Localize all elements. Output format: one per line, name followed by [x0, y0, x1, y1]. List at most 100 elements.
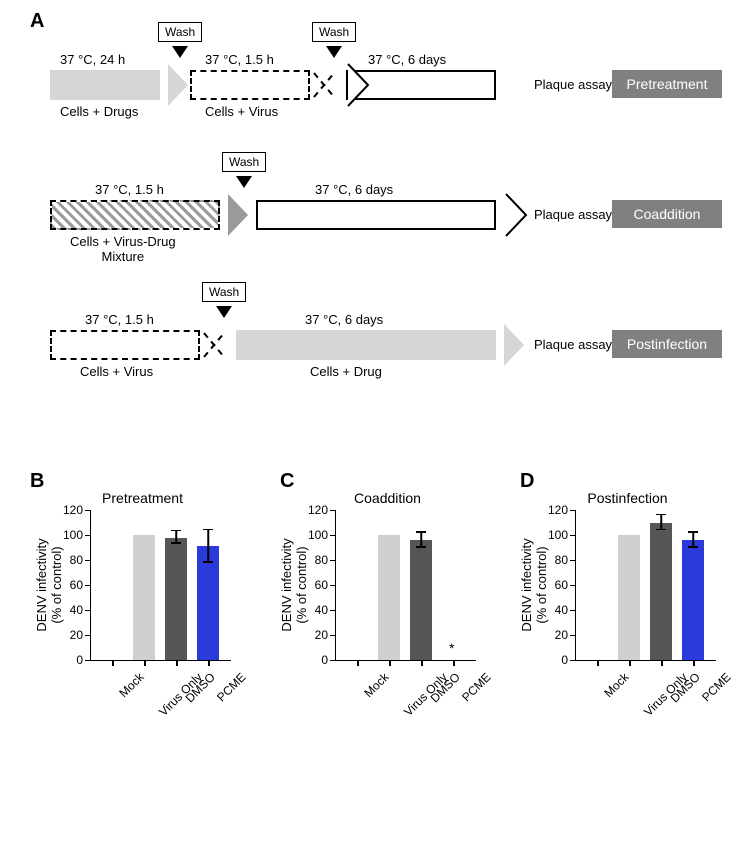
- ytick-label: 100: [308, 528, 328, 542]
- arrow-post-seg1: [50, 330, 210, 360]
- ytick-label: 0: [76, 653, 83, 667]
- wash-box-2: Wash: [312, 22, 356, 42]
- ytick: [330, 635, 336, 636]
- ytick: [330, 510, 336, 511]
- ytick: [330, 660, 336, 661]
- label-pre-seg2-below: Cells + Virus: [205, 104, 278, 119]
- label-pre-seg3-above: 37 °C, 6 days: [368, 52, 446, 67]
- ytick: [85, 510, 91, 511]
- xtick: [389, 660, 391, 666]
- arrow-pre-seg3: [346, 70, 506, 100]
- xtick: [693, 660, 695, 666]
- ytick: [85, 560, 91, 561]
- ytick-label: 40: [70, 603, 83, 617]
- ytick-label: 0: [321, 653, 328, 667]
- ytick: [570, 560, 576, 561]
- flow-row-coaddition: 37 °C, 1.5 h Cells + Virus-Drug Mixture …: [50, 170, 710, 270]
- error-cap: [416, 546, 426, 548]
- ytick-label: 120: [63, 503, 83, 517]
- chart-ylabel: DENV infectivity (% of control): [279, 538, 309, 631]
- ytick-label: 40: [315, 603, 328, 617]
- error-cap: [688, 546, 698, 548]
- ytick: [570, 535, 576, 536]
- xtick: [597, 660, 599, 666]
- chart-axes: 020406080100120DENV infectivity (% of co…: [335, 510, 476, 661]
- ytick: [330, 560, 336, 561]
- error-cap: [171, 542, 181, 544]
- ytick: [85, 610, 91, 611]
- ytick: [330, 535, 336, 536]
- xtick-label: PCME: [699, 670, 733, 704]
- xtick: [144, 660, 146, 666]
- bar-dmso: [165, 538, 187, 661]
- panel-label-a: A: [30, 10, 44, 33]
- significance-marker: *: [449, 640, 454, 656]
- bar-virus-only: [378, 535, 400, 660]
- wash-marker-1: [172, 46, 188, 58]
- label-post-seg2-below: Cells + Drug: [310, 364, 382, 379]
- xtick: [661, 660, 663, 666]
- chart-ylabel: DENV infectivity (% of control): [519, 538, 549, 631]
- ytick: [570, 585, 576, 586]
- label-post-seg1-above: 37 °C, 1.5 h: [85, 312, 154, 327]
- ytick-label: 60: [315, 578, 328, 592]
- ytick: [330, 610, 336, 611]
- ytick-label: 0: [561, 653, 568, 667]
- ytick-label: 80: [70, 553, 83, 567]
- ytick: [570, 510, 576, 511]
- xtick-label: PCME: [459, 670, 493, 704]
- label-post-seg2-above: 37 °C, 6 days: [305, 312, 383, 327]
- chart-pretreatment: Pretreatment020406080100120DENV infectiv…: [40, 490, 245, 790]
- bar-virus-only: [133, 535, 155, 660]
- chart-coaddition: Coaddition020406080100120DENV infectivit…: [285, 490, 490, 790]
- ytick-label: 80: [555, 553, 568, 567]
- bar-dmso: [410, 540, 432, 660]
- tag-postinfection: Postinfection: [612, 330, 722, 358]
- arrow-post-seg2: [236, 330, 506, 360]
- xtick: [357, 660, 359, 666]
- ytick-label: 120: [548, 503, 568, 517]
- xtick-label: Mock: [361, 670, 391, 700]
- xtick-label: Mock: [116, 670, 146, 700]
- ytick-label: 100: [63, 528, 83, 542]
- label-post-seg1-below: Cells + Virus: [80, 364, 153, 379]
- error-cap: [688, 531, 698, 533]
- wash-box-co: Wash: [222, 152, 266, 172]
- error-cap: [203, 529, 213, 531]
- error-cap: [203, 561, 213, 563]
- ytick-label: 60: [70, 578, 83, 592]
- ytick-label: 60: [555, 578, 568, 592]
- ytick-label: 20: [555, 628, 568, 642]
- arrow-co-seg1: [50, 200, 230, 230]
- ytick-label: 20: [315, 628, 328, 642]
- ytick: [85, 635, 91, 636]
- bar-dmso: [650, 523, 672, 661]
- ytick: [85, 535, 91, 536]
- error-cap: [416, 531, 426, 533]
- flow-row-pretreatment: 37 °C, 24 h Cells + Drugs Wash 37 °C, 1.…: [50, 40, 710, 140]
- label-co-seg2-above: 37 °C, 6 days: [315, 182, 393, 197]
- xtick: [421, 660, 423, 666]
- xtick: [112, 660, 114, 666]
- ytick: [85, 585, 91, 586]
- ytick-label: 80: [315, 553, 328, 567]
- arrow-pre-seg2: [190, 70, 320, 100]
- bar-virus-only: [618, 535, 640, 660]
- flow-row-postinfection: 37 °C, 1.5 h Cells + Virus Wash 37 °C, 6…: [50, 300, 710, 400]
- assay-label-co: Plaque assay: [534, 207, 612, 222]
- arrow-head-outline-icon: [504, 192, 528, 238]
- bar-pcme: [682, 540, 704, 660]
- bar-pcme: [197, 546, 219, 660]
- chart-ylabel: DENV infectivity (% of control): [34, 538, 64, 631]
- ytick: [570, 610, 576, 611]
- arrow-co-seg2: [256, 200, 506, 230]
- ytick-label: 100: [548, 528, 568, 542]
- wash-box-1: Wash: [158, 22, 202, 42]
- wash-marker-co: [236, 176, 252, 188]
- arrow-head-outline-icon: [346, 62, 370, 108]
- error-cap: [171, 530, 181, 532]
- chart-axes: 020406080100120DENV infectivity (% of co…: [90, 510, 231, 661]
- ytick: [570, 635, 576, 636]
- xtick: [453, 660, 455, 666]
- xtick-label: Mock: [601, 670, 631, 700]
